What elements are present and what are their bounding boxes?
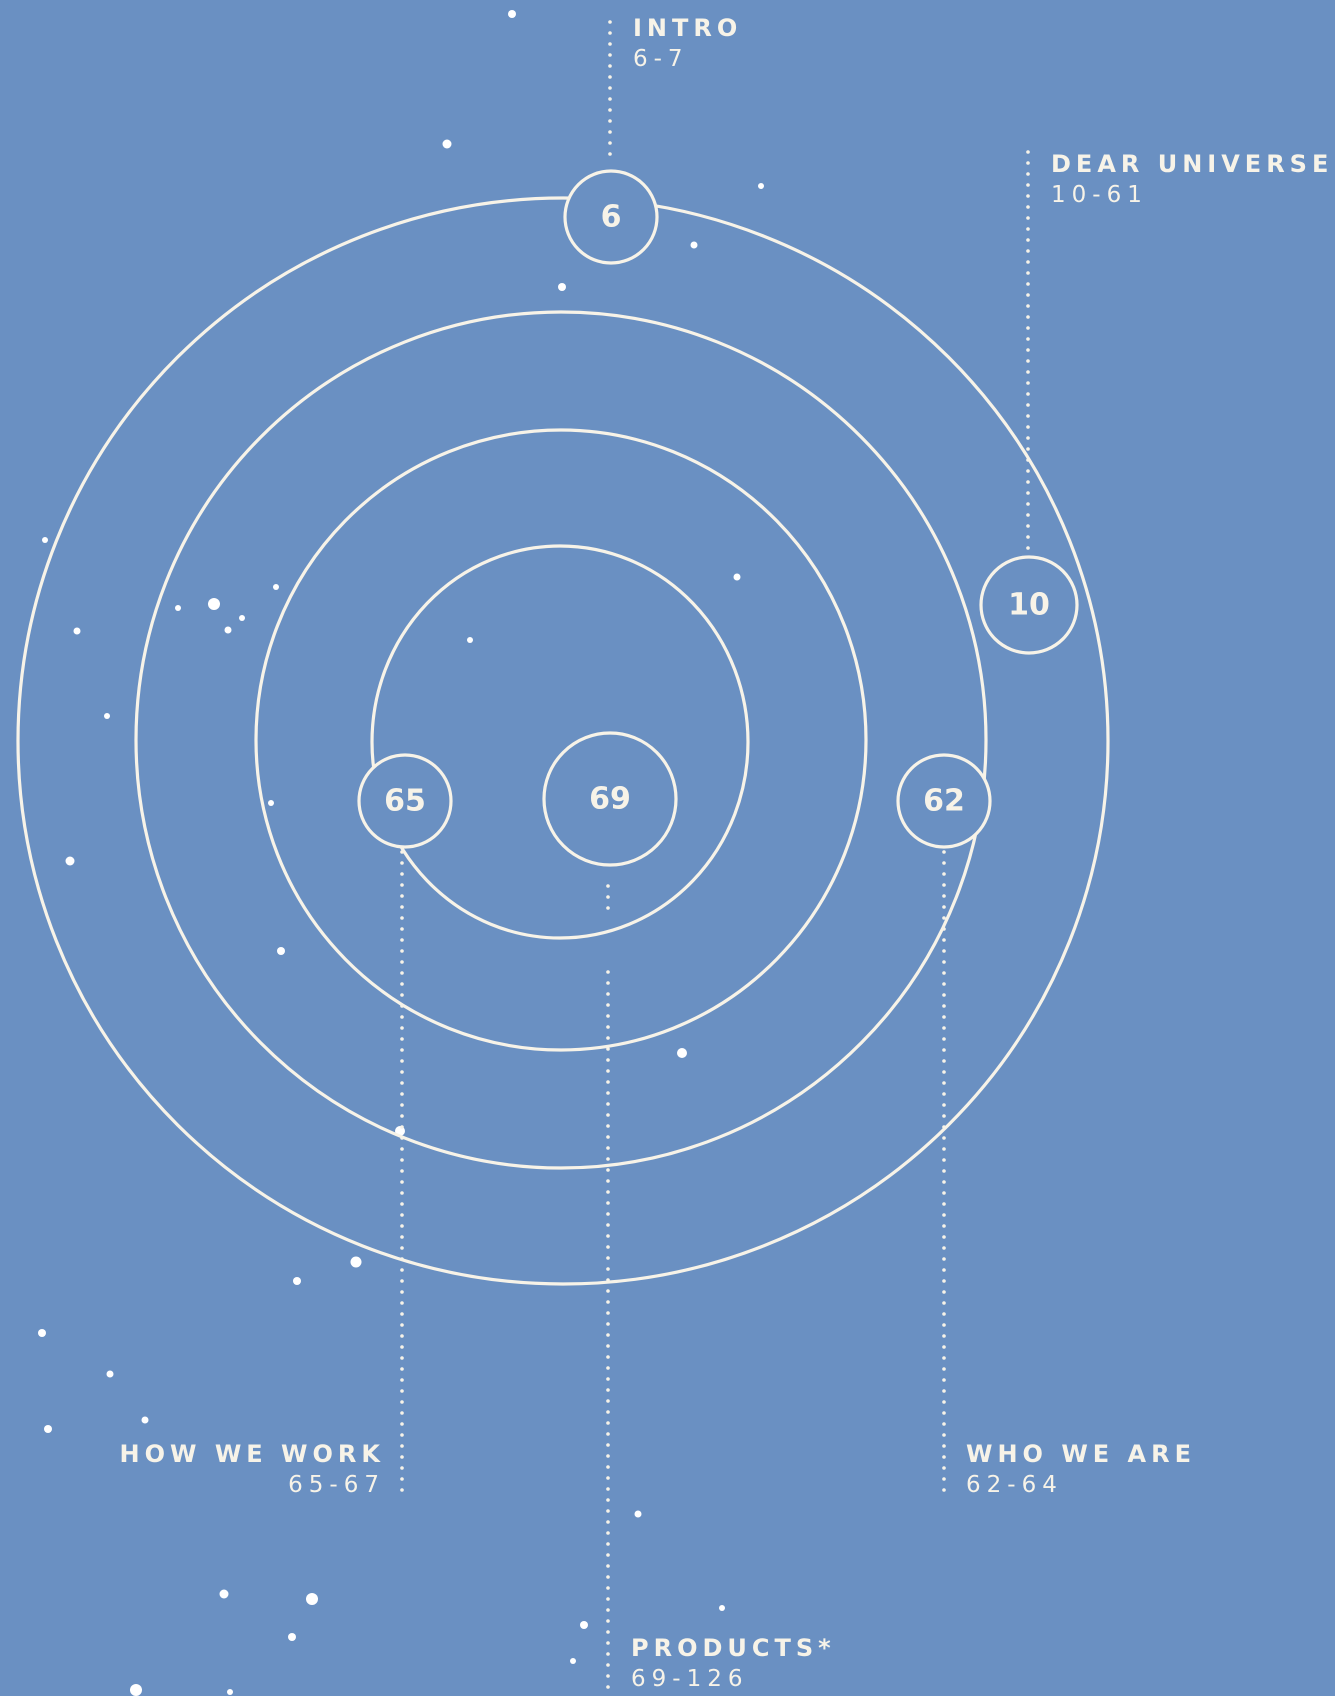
label-intro-title: INTRO	[633, 14, 743, 42]
label-dear-universe-title: DEAR UNIVERSE	[1051, 150, 1334, 178]
star-dot	[227, 1689, 233, 1695]
leader-lines	[400, 20, 1030, 1690]
label-intro-pages: 6-7	[633, 46, 689, 72]
star-dot	[224, 626, 232, 634]
label-how-we-work[interactable]: HOW WE WORK 65-67	[120, 1442, 386, 1497]
star-dot	[288, 1633, 296, 1641]
star-dot	[277, 947, 285, 955]
star-dot	[268, 800, 274, 806]
star-dot	[273, 584, 279, 590]
orbit-ring-4	[16, 196, 1110, 1286]
node-how-we-work-circle	[357, 753, 453, 849]
node-dear-universe-number: 10	[1008, 588, 1050, 623]
star-dot	[239, 615, 245, 621]
star-dot	[130, 1684, 142, 1696]
label-products-title: PRODUCTS*	[631, 1634, 836, 1662]
orbit-ring-3	[134, 310, 988, 1170]
star-dot	[38, 1329, 46, 1337]
label-who-we-are[interactable]: WHO WE ARE 62-64	[966, 1442, 1196, 1497]
star-dot	[733, 573, 741, 581]
node-who-we-are-number: 62	[923, 784, 965, 819]
star-dot	[690, 241, 698, 249]
orbit-ring-2	[254, 428, 868, 1052]
star-field	[38, 10, 764, 1696]
star-dot	[65, 856, 75, 866]
node-dear-universe-circle	[979, 555, 1079, 655]
star-dot	[141, 1416, 149, 1424]
center-node-circle	[542, 731, 678, 867]
label-dear-universe[interactable]: DEAR UNIVERSE 10-61	[1051, 152, 1333, 207]
label-how-we-work-pages: 65-67	[288, 1472, 385, 1498]
star-dot	[442, 139, 452, 149]
node-who-we-are-circle	[896, 753, 992, 849]
star-dot	[208, 598, 220, 610]
orbit-rings	[16, 196, 1110, 1286]
star-dot	[758, 183, 764, 189]
star-dot	[570, 1658, 576, 1664]
star-dot	[350, 1256, 362, 1268]
label-intro[interactable]: INTRO 6-7	[633, 16, 742, 71]
star-dot	[467, 637, 473, 643]
center-node[interactable]: 69	[542, 731, 678, 867]
node-who-we-are[interactable]: 62	[896, 753, 992, 849]
star-dot	[580, 1621, 588, 1629]
star-dot	[73, 627, 81, 635]
star-dot	[42, 537, 48, 543]
star-dot	[558, 283, 566, 291]
node-intro-circle	[563, 169, 659, 265]
star-dot	[677, 1048, 687, 1058]
label-products[interactable]: PRODUCTS* 69-126	[631, 1636, 836, 1691]
label-who-we-are-pages: 62-64	[966, 1472, 1063, 1498]
label-dear-universe-pages: 10-61	[1051, 182, 1148, 208]
star-dot	[634, 1510, 642, 1518]
node-intro-number: 6	[601, 200, 622, 235]
label-products-pages: 69-126	[631, 1666, 749, 1692]
star-dot	[306, 1593, 318, 1605]
node-dear-universe[interactable]: 10	[979, 555, 1079, 655]
star-dot	[719, 1605, 725, 1611]
star-dot	[293, 1277, 301, 1285]
star-dot	[219, 1589, 229, 1599]
node-intro[interactable]: 6	[563, 169, 659, 265]
star-dot	[44, 1425, 52, 1433]
star-dot	[106, 1370, 114, 1378]
label-how-we-work-title: HOW WE WORK	[119, 1440, 385, 1468]
orbit-ring-1	[370, 544, 750, 940]
star-dot	[508, 10, 516, 18]
label-who-we-are-title: WHO WE ARE	[966, 1440, 1196, 1468]
star-dot	[104, 713, 110, 719]
node-how-we-work-number: 65	[384, 784, 426, 819]
center-node-number: 69	[589, 782, 631, 817]
star-dot	[175, 605, 181, 611]
node-how-we-work[interactable]: 65	[357, 753, 453, 849]
